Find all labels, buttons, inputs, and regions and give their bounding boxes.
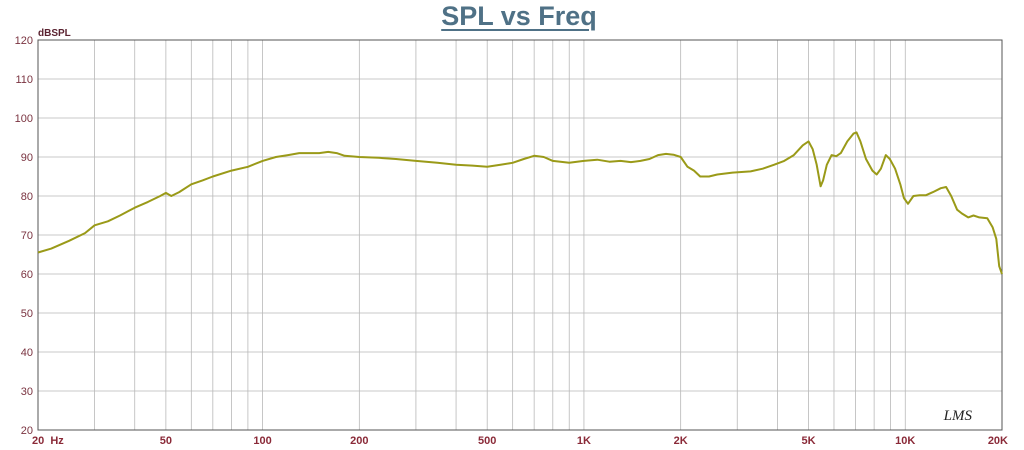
chart-grid bbox=[38, 40, 1002, 430]
x-tick-label: 100 bbox=[253, 435, 271, 447]
y-tick-label: 110 bbox=[15, 74, 33, 86]
chart-title: SPL vs Freq bbox=[441, 1, 597, 31]
y-axis-label: dBSPL bbox=[38, 28, 71, 39]
y-tick-label: 50 bbox=[21, 308, 33, 320]
y-tick-label: 30 bbox=[21, 386, 33, 398]
x-tick-label: 50 bbox=[160, 435, 172, 447]
y-tick-label: 100 bbox=[15, 113, 33, 125]
y-tick-label: 20 bbox=[21, 425, 33, 437]
x-tick-label: 20K bbox=[988, 435, 1008, 447]
y-axis-ticks: 20 30 40 50 60 70 80 90 100 110 120 bbox=[15, 35, 33, 437]
y-tick-label: 120 bbox=[15, 35, 33, 47]
x-tick-label: 5K bbox=[802, 435, 816, 447]
y-tick-label: 80 bbox=[21, 191, 33, 203]
x-tick-label: 200 bbox=[350, 435, 368, 447]
x-tick-label: 500 bbox=[478, 435, 496, 447]
x-tick-label: 10K bbox=[895, 435, 915, 447]
plot-frame bbox=[37, 39, 1003, 431]
y-tick-label: 40 bbox=[21, 347, 33, 359]
y-tick-label: 90 bbox=[21, 152, 33, 164]
y-tick-label: 60 bbox=[21, 269, 33, 281]
x-tick-label: 1K bbox=[577, 435, 591, 447]
lms-logo: LMS bbox=[943, 408, 973, 424]
y-tick-label: 70 bbox=[21, 230, 33, 242]
x-tick-label: 2K bbox=[674, 435, 688, 447]
series-line bbox=[37, 131, 1003, 275]
x-tick-label: 20 Hz bbox=[32, 435, 64, 447]
series-group bbox=[37, 131, 1003, 275]
x-axis-ticks: 20 Hz 50 100 200 500 1K 2K 5K 10K 20K bbox=[32, 435, 1008, 447]
